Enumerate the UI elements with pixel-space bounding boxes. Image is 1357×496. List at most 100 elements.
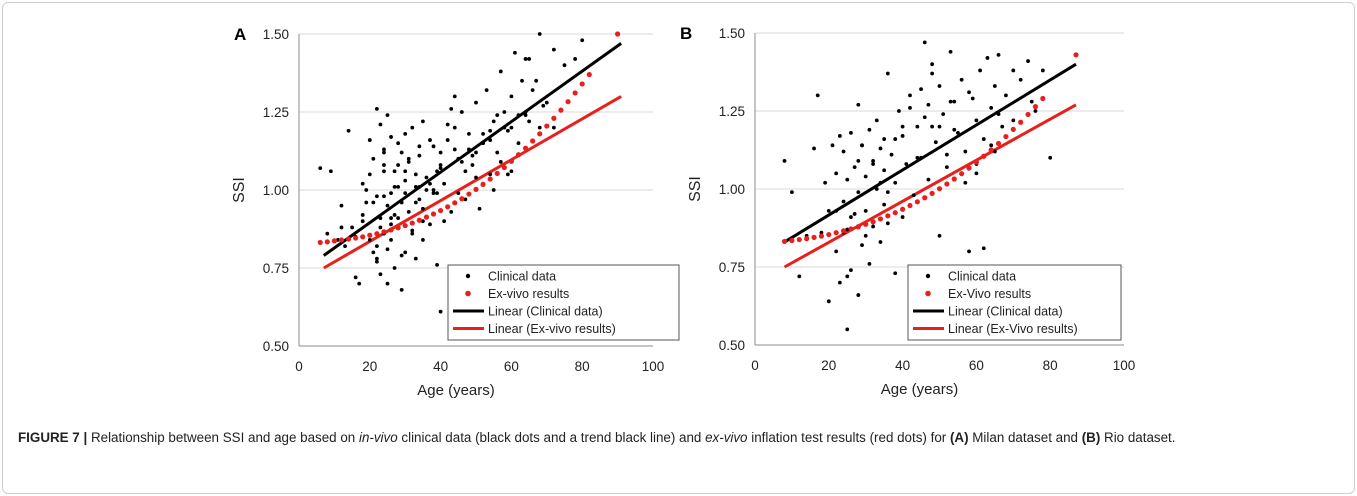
ex-vivo-point — [430, 211, 437, 217]
clinical-point — [413, 256, 418, 261]
clinical-point — [523, 110, 528, 114]
clinical-point — [989, 105, 994, 110]
ex-vivo-point — [811, 234, 817, 240]
clinical-point — [435, 169, 439, 174]
caption-figure-label: FIGURE 7 | — [18, 430, 88, 445]
clinical-point — [424, 188, 429, 192]
clinical-point — [915, 124, 920, 129]
clinical-point — [421, 238, 425, 242]
clinical-point — [974, 118, 979, 123]
figure-charts: 0.50 0.75 1.00 1.25 1.50 0 20 40 60 80 100 Age (yea… — [231, 24, 1135, 399]
clinical-point — [360, 213, 365, 217]
ex-vivo-point — [781, 238, 788, 245]
ex-vivo-point — [338, 237, 345, 243]
clinical-point — [812, 146, 816, 151]
ex-vivo-point — [353, 235, 359, 241]
clinical-point — [459, 160, 464, 164]
caption-text-5: Rio dataset. — [1100, 430, 1176, 445]
clinical-point — [863, 174, 868, 179]
x-tick-label: 80 — [575, 359, 590, 374]
clinical-point — [403, 250, 408, 255]
clinical-point — [318, 166, 323, 171]
clinical-point — [959, 77, 964, 82]
clinical-point — [421, 206, 425, 211]
clinical-point — [919, 87, 923, 92]
clinical-point — [417, 197, 422, 202]
clinical-point — [908, 105, 912, 110]
clinical-point — [790, 190, 794, 195]
clinical-point — [937, 233, 942, 238]
clinical-point — [867, 261, 872, 266]
clinical-point — [981, 246, 986, 251]
clinical-point — [360, 181, 365, 186]
clinical-point — [438, 150, 443, 155]
clinical-point — [527, 57, 531, 61]
clinical-point — [852, 212, 857, 216]
ex-vivo-point — [907, 202, 913, 209]
clinical-point — [926, 102, 931, 107]
clinical-point — [819, 230, 824, 235]
clinical-point — [882, 202, 887, 207]
legend-label: Linear (Clinical data) — [948, 305, 1063, 319]
legend-marker — [925, 290, 931, 297]
clinical-point — [930, 71, 935, 76]
clinical-point — [417, 184, 422, 189]
clinical-point — [845, 274, 850, 279]
clinical-point — [378, 225, 383, 230]
clinical-point — [893, 180, 898, 185]
clinical-point — [952, 127, 957, 132]
ex-vivo-point — [459, 196, 465, 202]
clinical-point — [845, 227, 850, 232]
ex-vivo-point — [388, 227, 394, 233]
clinical-point — [495, 113, 500, 118]
x-tick-label: 40 — [433, 359, 448, 374]
clinical-point — [396, 163, 401, 167]
clinical-point — [442, 181, 447, 186]
clinical-point — [374, 244, 379, 249]
x-tick-label: 0 — [295, 359, 303, 374]
x-axis-title: Age (years) — [417, 382, 495, 399]
clinical-point — [498, 160, 503, 164]
clinical-point — [396, 216, 401, 220]
clinical-point — [930, 62, 935, 67]
clinical-point — [534, 78, 539, 83]
ex-vivo-point — [848, 226, 854, 232]
clinical-point — [410, 125, 415, 130]
clinical-point — [406, 209, 411, 214]
x-tick-label: 40 — [895, 358, 910, 373]
clinical-point — [367, 138, 372, 142]
ex-vivo-point — [892, 210, 898, 216]
clinical-point — [435, 262, 439, 267]
clinical-point — [467, 147, 471, 152]
clinical-point — [385, 113, 390, 118]
trend-line — [783, 62, 1077, 244]
y-tick-label: 0.75 — [263, 261, 289, 276]
clinical-point — [410, 228, 415, 233]
clinical-point — [459, 110, 464, 114]
clinical-point — [551, 125, 556, 130]
clinical-point — [871, 159, 875, 163]
clinical-point — [428, 222, 432, 227]
clinical-point — [933, 140, 938, 145]
caption-text-3: inflation test results (red dots) for — [747, 430, 950, 445]
ex-vivo-point — [900, 206, 906, 212]
clinical-point — [463, 169, 468, 174]
y-axis-title: SSI — [231, 177, 248, 203]
clinical-point — [378, 216, 383, 220]
ex-vivo-point — [995, 140, 1002, 147]
clinical-point — [878, 180, 883, 185]
ex-vivo-point — [445, 204, 451, 210]
clinical-point — [470, 163, 475, 167]
clinical-point — [856, 293, 861, 297]
figure-caption: FIGURE 7 | Relationship between SSI and … — [18, 428, 1343, 448]
clinical-point — [849, 215, 853, 219]
clinical-point — [944, 152, 949, 157]
clinical-point — [874, 118, 879, 123]
clinical-point — [963, 149, 968, 154]
clinical-point — [392, 266, 397, 270]
clinical-point — [413, 172, 418, 177]
clinical-point — [970, 96, 975, 101]
clinical-point — [498, 69, 503, 74]
clinical-point — [392, 213, 397, 217]
